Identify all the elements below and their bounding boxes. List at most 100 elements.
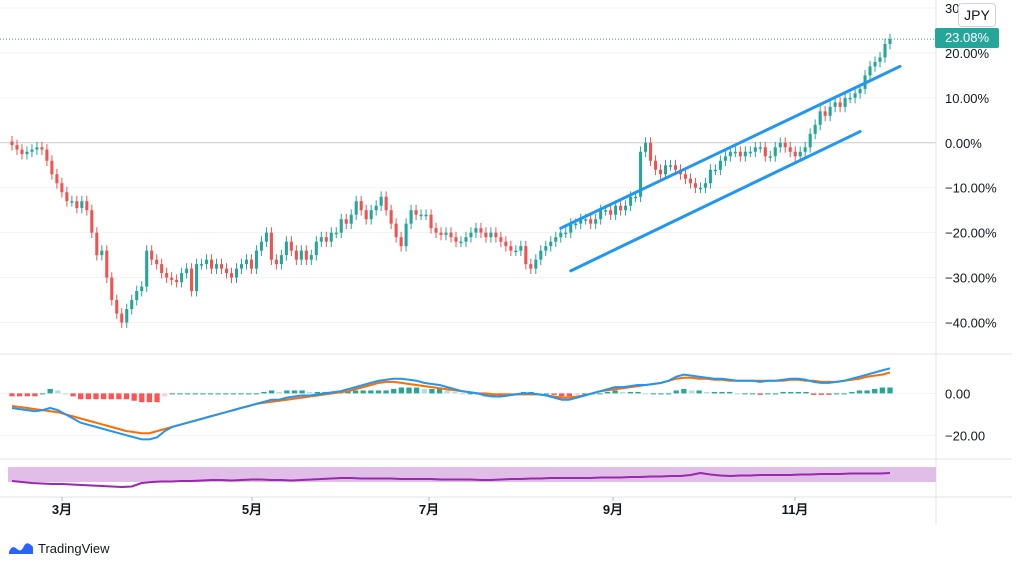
candle-body (170, 277, 174, 280)
candle-body (858, 88, 862, 94)
candle-body (299, 250, 303, 260)
candle-body (399, 237, 403, 247)
candle-body (354, 201, 358, 215)
candle-body (544, 246, 548, 251)
macd-histogram-bar (291, 390, 298, 394)
macd-histogram-bar (459, 393, 466, 395)
macd-histogram-bar (856, 390, 863, 394)
macd-histogram-bar (612, 390, 618, 394)
candle-body (534, 259, 538, 269)
candle-body (404, 223, 408, 247)
macd-histogram-bar (795, 391, 802, 394)
candle-body (289, 241, 293, 251)
candle-body (753, 147, 757, 152)
price-tick-label: −40.00% (945, 316, 997, 331)
candle-body (449, 232, 453, 238)
macd-histogram-bar (9, 393, 15, 397)
candle-body (469, 232, 473, 238)
candle-body (55, 174, 59, 184)
macd-histogram-bar (849, 391, 855, 394)
candle-body (135, 291, 139, 301)
macd-histogram-bar (375, 390, 382, 394)
candle-body (80, 201, 84, 208)
candle-body (504, 241, 508, 247)
candle-body (574, 223, 578, 226)
candle-body (364, 210, 368, 220)
candle-body (90, 210, 94, 233)
candle-body (279, 255, 283, 265)
macd-histogram-bar (643, 393, 649, 395)
price-tick-label: 10.00% (945, 91, 990, 106)
candle-body (614, 205, 618, 215)
macd-histogram-bar (192, 393, 198, 395)
macd-histogram-bar (238, 393, 244, 395)
macd-histogram-bar (223, 393, 229, 395)
candle-body (150, 250, 154, 260)
candle-body (888, 39, 892, 44)
candle-body (369, 210, 373, 220)
macd-histogram-bar (780, 391, 786, 394)
macd-histogram-bar (604, 391, 611, 394)
candle-body (634, 196, 638, 199)
candle-body (185, 268, 189, 274)
candle-body (105, 250, 109, 278)
candle-body (519, 246, 523, 251)
macd-histogram-bar (429, 389, 435, 394)
macd-histogram-bar (299, 390, 305, 394)
price-pane (10, 33, 902, 328)
candle-body (579, 219, 583, 224)
macd-histogram-bar (803, 391, 809, 394)
macd-histogram-bar (207, 393, 214, 395)
candle-body (70, 201, 74, 203)
candle-body (484, 232, 488, 238)
time-tick-label: 3月 (52, 502, 72, 517)
price-tick-label: −30.00% (945, 271, 997, 286)
macd-histogram-bar (650, 393, 656, 395)
candle-body (848, 97, 852, 100)
time-tick-label: 7月 (419, 502, 439, 517)
macd-histogram-bar (391, 389, 397, 394)
candle-body (878, 57, 882, 62)
candle-body (394, 223, 398, 238)
candle-body (45, 149, 49, 161)
candle-body (374, 205, 378, 211)
candle-body (65, 192, 69, 202)
candle-body (683, 174, 688, 179)
candle-body (120, 313, 124, 323)
macd-histogram-bar (200, 393, 206, 395)
candle-body (459, 241, 463, 244)
macd-histogram-bar (230, 393, 237, 395)
candle-body (195, 264, 199, 292)
macd-histogram-bar (246, 393, 252, 395)
gridlines (0, 7, 936, 436)
candle-body (334, 232, 338, 235)
macd-histogram-bar (32, 393, 38, 397)
candle-body (803, 147, 807, 152)
candle-body (798, 151, 802, 157)
macd-histogram-bar (108, 393, 114, 400)
macd-histogram-bar (154, 393, 160, 403)
candle-body (693, 183, 697, 188)
rsi-band (8, 467, 936, 482)
candle-body (160, 264, 164, 274)
candle-body (868, 66, 872, 76)
macd-histogram-bar (169, 393, 175, 395)
currency-label[interactable]: JPY (958, 3, 996, 27)
macd-histogram-bar (765, 393, 771, 395)
candle-body (594, 219, 598, 224)
candle-body (688, 178, 692, 184)
price-tick-label: −10.00% (945, 181, 997, 196)
brand[interactable]: TradingView (8, 538, 110, 558)
candle-body (60, 183, 64, 193)
time-tick-label: 5月 (242, 502, 262, 517)
price-tick-label: 20.00% (945, 46, 990, 61)
candle-body (15, 145, 19, 150)
macd-histogram-bar (131, 393, 137, 401)
time-axis: 3月 5月 7月 9月 11月 (52, 497, 808, 517)
candle-body (414, 210, 418, 215)
candle-body (763, 147, 767, 157)
candle-body (713, 169, 717, 172)
macd-histogram-bar (413, 387, 420, 394)
candle-body (210, 259, 214, 269)
candle-body (733, 151, 737, 154)
